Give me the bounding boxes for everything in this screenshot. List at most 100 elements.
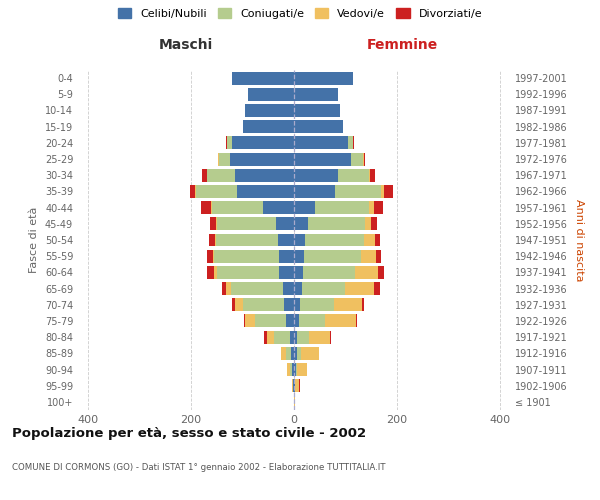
Bar [242, 298, 284, 311]
Bar [303, 266, 355, 279]
Y-axis label: Fasce di età: Fasce di età [29, 207, 39, 273]
Bar [294, 72, 353, 85]
Bar [294, 152, 350, 166]
Bar [202, 201, 211, 214]
Bar [190, 185, 195, 198]
Bar [308, 218, 365, 230]
Bar [232, 298, 235, 311]
Bar [206, 169, 235, 181]
Bar [230, 152, 294, 166]
Bar [217, 266, 278, 279]
Bar [346, 282, 374, 295]
Bar [296, 330, 310, 344]
Bar [302, 282, 346, 295]
Bar [226, 136, 227, 149]
Bar [294, 250, 304, 262]
Bar [353, 136, 354, 149]
Bar [283, 282, 294, 295]
Bar [294, 396, 295, 408]
Bar [378, 266, 384, 279]
Bar [217, 218, 276, 230]
Bar [294, 266, 303, 279]
Bar [235, 169, 294, 181]
Bar [220, 152, 230, 166]
Bar [294, 185, 335, 198]
Bar [361, 250, 376, 262]
Bar [348, 136, 353, 149]
Bar [232, 136, 294, 149]
Bar [293, 379, 294, 392]
Legend: Celibi/Nubili, Coniugati/e, Vedovi/e, Divorziati/e: Celibi/Nubili, Coniugati/e, Vedovi/e, Di… [118, 8, 482, 19]
Bar [267, 330, 274, 344]
Bar [314, 201, 368, 214]
Bar [209, 234, 215, 246]
Bar [248, 88, 294, 101]
Bar [292, 379, 293, 392]
Bar [274, 330, 290, 344]
Bar [299, 379, 300, 392]
Bar [374, 201, 383, 214]
Bar [296, 347, 301, 360]
Bar [335, 185, 382, 198]
Bar [305, 234, 364, 246]
Text: Popolazione per età, sesso e stato civile - 2002: Popolazione per età, sesso e stato civil… [12, 428, 366, 440]
Bar [362, 298, 364, 311]
Bar [365, 218, 371, 230]
Bar [294, 88, 338, 101]
Bar [350, 152, 364, 166]
Bar [294, 104, 340, 117]
Bar [214, 250, 278, 262]
Bar [296, 363, 297, 376]
Bar [294, 363, 296, 376]
Bar [218, 152, 220, 166]
Bar [276, 218, 294, 230]
Bar [226, 282, 231, 295]
Bar [212, 201, 263, 214]
Bar [294, 234, 305, 246]
Bar [245, 104, 294, 117]
Bar [295, 379, 299, 392]
Bar [235, 298, 242, 311]
Bar [294, 379, 295, 392]
Bar [245, 314, 256, 328]
Bar [264, 330, 267, 344]
Bar [356, 314, 357, 328]
Bar [338, 169, 368, 181]
Bar [294, 218, 308, 230]
Bar [294, 120, 343, 133]
Bar [375, 234, 380, 246]
Bar [382, 185, 384, 198]
Bar [368, 169, 370, 181]
Bar [278, 250, 294, 262]
Bar [211, 201, 212, 214]
Bar [238, 185, 294, 198]
Bar [281, 347, 286, 360]
Text: Maschi: Maschi [159, 38, 213, 52]
Bar [209, 218, 216, 230]
Bar [384, 185, 393, 198]
Bar [287, 363, 290, 376]
Bar [292, 347, 294, 360]
Bar [215, 234, 216, 246]
Bar [294, 201, 314, 214]
Y-axis label: Anni di nascita: Anni di nascita [574, 198, 584, 281]
Bar [232, 72, 294, 85]
Bar [325, 314, 356, 328]
Bar [370, 169, 375, 181]
Bar [294, 169, 338, 181]
Bar [299, 314, 325, 328]
Bar [206, 250, 213, 262]
Bar [294, 298, 300, 311]
Bar [286, 347, 292, 360]
Bar [278, 266, 294, 279]
Bar [355, 266, 378, 279]
Bar [213, 250, 214, 262]
Bar [256, 314, 286, 328]
Bar [290, 363, 292, 376]
Text: Femmine: Femmine [367, 38, 437, 52]
Bar [364, 152, 365, 166]
Bar [227, 136, 232, 149]
Bar [334, 298, 362, 311]
Bar [278, 234, 294, 246]
Bar [294, 330, 296, 344]
